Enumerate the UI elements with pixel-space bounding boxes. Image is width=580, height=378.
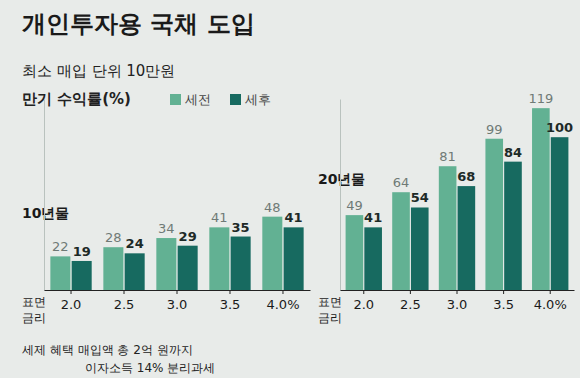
x-tick-mark	[457, 290, 458, 294]
data-label: 28	[105, 230, 122, 245]
x-tick: 4.0%	[266, 290, 299, 312]
x-tick: 2.5	[114, 290, 135, 312]
bar	[178, 246, 198, 290]
x-tick-mark	[363, 290, 364, 294]
x-tick-mark	[410, 290, 411, 294]
y-axis-line	[340, 100, 341, 291]
data-label: 99	[486, 122, 503, 137]
x-tick-mark	[71, 290, 72, 294]
bar	[346, 215, 364, 290]
x-axis-title: 표면금리	[22, 295, 46, 325]
x-tick-mark	[550, 290, 551, 294]
data-label: 100	[546, 120, 573, 135]
bar	[411, 207, 429, 290]
bar	[72, 261, 92, 290]
x-tick-label: 3.0	[447, 297, 468, 312]
x-tick-label: 3.5	[220, 297, 241, 312]
x-tick: 3.5	[220, 290, 241, 312]
x-tick-mark	[282, 290, 283, 294]
data-label: 81	[439, 149, 456, 164]
bar	[209, 227, 229, 290]
data-label: 41	[211, 210, 228, 225]
bar	[156, 238, 176, 290]
bar	[551, 137, 569, 290]
data-label: 68	[457, 169, 475, 184]
data-label: 19	[73, 244, 91, 259]
data-label: 29	[179, 229, 197, 244]
panel: 10년물 22 28 34 41 48 19 24 29 35 41 2.0 2.5 3.0 3.5 4.0%…	[22, 100, 311, 326]
x-tick-label: 3.0	[167, 297, 188, 312]
x-tick: 2.0	[353, 290, 374, 312]
data-label: 34	[158, 221, 175, 236]
legend-label: 세후	[245, 92, 271, 107]
legend-swatch	[170, 94, 181, 105]
data-label: 35	[232, 220, 250, 235]
x-tick-label: 2.0	[353, 297, 374, 312]
x-tick: 3.5	[493, 290, 514, 312]
title: 개인투자용 국채 도입	[22, 10, 255, 38]
data-label: 24	[126, 236, 144, 251]
y-axis-line	[44, 100, 45, 291]
x-tick-mark	[229, 290, 230, 294]
x-tick-label: 2.5	[400, 297, 421, 312]
data-label: 41	[364, 210, 382, 225]
data-label: 22	[52, 239, 69, 254]
bar	[284, 227, 304, 290]
x-tick: 4.0%	[534, 290, 567, 312]
y-axis	[44, 100, 45, 291]
x-tick-label: 2.0	[61, 297, 82, 312]
x-tick-label: 2.5	[114, 297, 135, 312]
data-label: 119	[528, 91, 553, 106]
bar	[504, 162, 522, 290]
bar	[392, 192, 410, 290]
data-label: 84	[504, 145, 522, 160]
panel-title: 20년물	[318, 171, 365, 187]
x-tick-mark	[177, 290, 178, 294]
legend-swatch	[230, 94, 241, 105]
x-tick-label: 4.0%	[266, 297, 299, 312]
legend-title: 만기 수익률(%)	[22, 90, 131, 108]
x-axis: 2.0 2.5 3.0 3.5 4.0%	[341, 290, 575, 312]
bar	[231, 237, 251, 290]
note: 세제 혜택 매입액 총 2억 원까지	[22, 343, 193, 357]
bar	[103, 247, 123, 290]
bar	[485, 139, 503, 290]
data-label: 49	[346, 198, 363, 213]
x-tick: 3.0	[167, 290, 188, 312]
data-labels: 49 64 81 99 119 41 54 68 84 100	[346, 91, 573, 225]
x-tick: 2.0	[61, 290, 82, 312]
bars	[50, 217, 303, 290]
data-label: 48	[264, 200, 281, 215]
data-labels: 22 28 34 41 48 19 24 29 35 41	[52, 200, 303, 259]
x-tick-label: 4.0%	[534, 297, 567, 312]
x-tick-mark	[124, 290, 125, 294]
bar	[439, 166, 457, 290]
panel-title: 10년물	[22, 205, 69, 221]
bar	[125, 253, 145, 290]
chart-root: 개인투자용 국채 도입최소 매입 단위 10만원만기 수익률(%) 세전 세후 10년…	[0, 0, 580, 378]
subtitle: 최소 매입 단위 10만원	[22, 62, 175, 80]
data-label: 54	[411, 190, 429, 205]
x-axis: 2.0 2.5 3.0 3.5 4.0%	[45, 290, 311, 312]
x-tick-label: 3.5	[493, 297, 514, 312]
panel: 20년물 49 64 81 99 119 41 54 68 84 100 2.0 2.5 3.0 3.5 4.…	[318, 91, 575, 325]
bar	[50, 256, 70, 290]
x-tick: 2.5	[400, 290, 421, 312]
y-axis	[340, 100, 341, 291]
bar	[458, 186, 476, 290]
data-label: 41	[285, 210, 303, 225]
legend-label: 세전	[185, 92, 211, 107]
bars	[346, 108, 569, 290]
x-axis-title: 표면금리	[318, 295, 342, 325]
x-tick: 3.0	[447, 290, 468, 312]
bar	[262, 217, 282, 290]
bar	[532, 108, 550, 290]
data-label: 64	[393, 175, 410, 190]
bar	[364, 227, 382, 290]
x-tick-mark	[503, 290, 504, 294]
note: 이자소득 14% 분리과세	[85, 361, 215, 375]
